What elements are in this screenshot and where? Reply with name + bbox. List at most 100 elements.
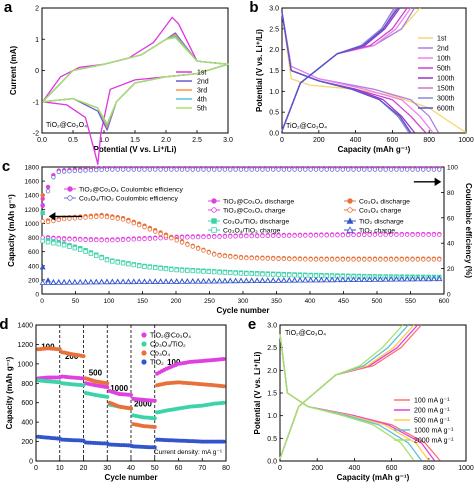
panel-c-data-point — [297, 233, 303, 238]
panel-a-legend-label: 2nd — [197, 79, 209, 86]
panel-c-data-point — [82, 279, 89, 285]
panel-c-data-point — [142, 264, 147, 269]
panel-c-legend-label: TiO₂@Co₃O₄ Coulombic efficiency — [79, 187, 183, 194]
panel-c-data-point — [426, 257, 431, 262]
panel-c-data-point — [45, 240, 51, 245]
panel-c-data-point — [66, 279, 73, 285]
panel-d-rate-label: 100 — [167, 358, 181, 367]
panel-e-panel-label: e — [248, 316, 256, 333]
panel-c-data-point — [125, 278, 132, 285]
panel-d-legend-marker — [141, 341, 147, 347]
panel-d-legend-marker — [141, 332, 147, 338]
panel-c-data-point — [329, 276, 336, 283]
panel-c-data-point — [45, 188, 51, 194]
panel-c-ytick-right-label: 40 — [447, 241, 455, 248]
panel-c-data-point — [421, 167, 426, 172]
panel-c-data-point — [126, 167, 131, 172]
panel-c-data-point — [308, 257, 313, 262]
panel-c-data-point — [211, 234, 217, 239]
panel-b-xtick-label: 0 — [280, 137, 284, 144]
panel-c-data-point — [351, 232, 356, 238]
panel-c-data-point — [303, 273, 308, 278]
panel-c-data-point — [147, 236, 153, 241]
panel-c-data-point — [72, 168, 78, 174]
panel-d-annotation: Current density: mA g⁻¹ — [154, 449, 223, 456]
panel-c-data-point — [270, 233, 276, 239]
panel-c-data-point — [228, 270, 233, 276]
panel-e-ytick-label: 0.0 — [267, 459, 277, 466]
panel-c-data-point — [388, 232, 394, 237]
panel-c-data-point — [430, 275, 437, 282]
panel-c-data-point — [243, 277, 250, 284]
panel-c-data-point — [356, 257, 362, 262]
panel-c-data-point — [276, 233, 281, 238]
panel-c-data-point — [77, 247, 83, 252]
panel-b-charge-line — [281, 7, 399, 132]
panel-c-data-point — [378, 257, 383, 262]
panel-c-data-point — [313, 277, 320, 283]
panel-c-data-point — [195, 268, 201, 274]
panel-c-data-point — [115, 260, 120, 265]
panel-c-data-point — [431, 232, 437, 237]
panel-c-data-point — [99, 237, 104, 243]
panel-c-data-point — [67, 168, 72, 174]
panel-a-xtick-label: 3.0 — [223, 137, 233, 144]
panel-d-data-point — [152, 398, 157, 403]
panel-c-data-point — [157, 278, 164, 284]
panel-c-data-point — [185, 242, 190, 247]
panel-c-data-point — [414, 275, 421, 282]
panel-c-xtick-label: 400 — [305, 298, 316, 305]
panel-c-data-point — [222, 253, 228, 259]
panel-c-data-point — [340, 167, 346, 172]
panel-c-data-point — [45, 184, 51, 190]
panel-a-ytick-label: -1 — [33, 99, 39, 106]
panel-c-data-point — [238, 255, 244, 261]
panel-c-legend-label: TiO₂@Co₃O₄ discharge — [223, 199, 294, 206]
panel-c-data-point — [206, 269, 212, 274]
panel-e-xtick-label: 1000 — [458, 465, 474, 472]
panel-c-data-point — [254, 233, 260, 239]
panel-c-data-point — [163, 233, 169, 239]
panel-d-xtick-label: 20 — [80, 465, 88, 472]
panel-c-data-point — [115, 237, 120, 243]
panel-b-ytick-label: 2.0 — [269, 47, 279, 54]
panel-c-data-point — [319, 233, 324, 238]
panel-c-data-point — [340, 257, 346, 262]
panel-c-data-point — [152, 278, 159, 284]
panel-e-charge-line — [279, 324, 409, 459]
panel-a-xlabel: Potential (V vs. Li⁺/Li) — [94, 145, 177, 154]
panel-c-data-point — [254, 167, 260, 172]
panel-d-ytick-label: 800 — [21, 381, 33, 388]
panel-d-data-point — [152, 416, 157, 421]
panel-c-data-point — [228, 234, 233, 239]
panel-c-data-point — [351, 257, 356, 262]
panel-c-data-point — [436, 275, 443, 282]
panel-c-xtick-label: 250 — [204, 298, 215, 305]
panel-c-data-point — [185, 167, 190, 172]
panel-c-data-point — [421, 232, 426, 237]
panel-c-data-point — [249, 167, 254, 172]
panel-c-data-point — [61, 279, 68, 285]
panel-c-data-point — [265, 256, 270, 261]
panel-c-data-point — [120, 217, 126, 222]
panel-c-data-point — [313, 167, 319, 172]
panel-c-data-point — [131, 262, 136, 268]
panel-c-data-point — [185, 268, 190, 273]
panel-c-data-point — [222, 234, 228, 239]
panel-b-xtick-label: 400 — [350, 137, 362, 144]
panel-c-data-point — [51, 241, 56, 246]
panel-c-data-point — [56, 169, 61, 175]
panel-b-discharge-line — [281, 12, 412, 133]
panel-c-data-point — [367, 257, 372, 262]
panel-c-data-point — [415, 167, 421, 172]
panel-d-legend-label: Co₃O₄/TiO₂ — [150, 342, 186, 349]
panel-c-legend-label: Co₃O₄/TiO₂ Coulombic efficiency — [79, 196, 178, 203]
panel-d-ytick-label: 400 — [21, 420, 33, 427]
panel-c-data-point — [110, 215, 115, 220]
panel-c-data-point — [276, 167, 281, 172]
panel-c-legend-marker — [211, 218, 217, 224]
panel-c-ylabel: Capacity (mAh g⁻¹) — [7, 194, 16, 267]
panel-c-data-point — [126, 237, 131, 242]
panel-c-data-point — [292, 256, 297, 262]
panel-c-data-point — [88, 237, 94, 243]
